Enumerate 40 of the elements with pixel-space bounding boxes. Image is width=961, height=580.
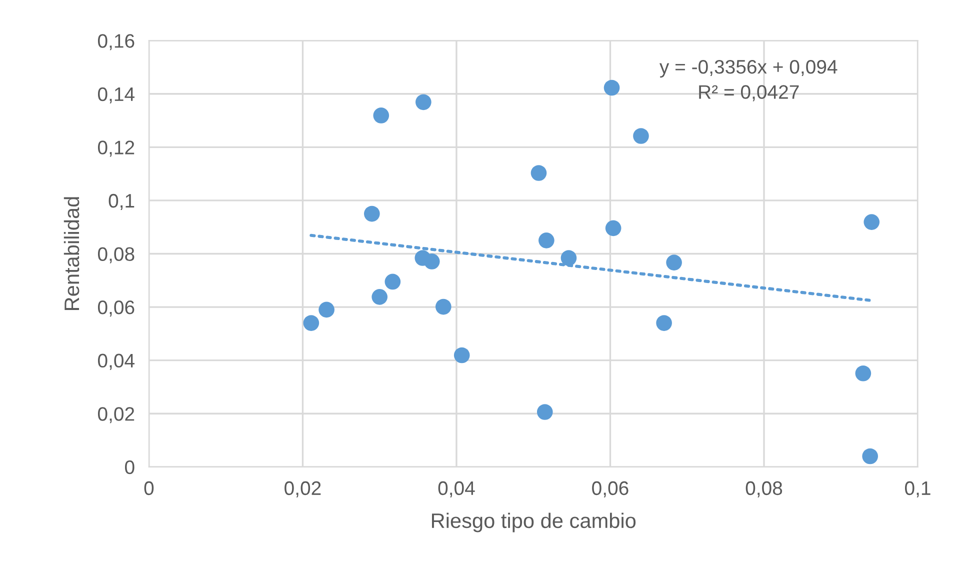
y-tick-label: 0 (125, 460, 134, 474)
x-tick-label: 0,1 (905, 481, 930, 498)
x-tick-label: 0,06 (592, 481, 628, 498)
point (384, 274, 401, 290)
y-tick-label: 0,08 (98, 247, 134, 264)
point (372, 288, 388, 305)
y-tick-label: 0,02 (98, 407, 134, 424)
point (416, 94, 432, 110)
x-tick-label: 0,08 (746, 481, 782, 498)
y-tick-label: 0,06 (98, 300, 134, 317)
point (454, 347, 470, 364)
point (633, 128, 649, 144)
y-tick-label: 0,16 (98, 34, 134, 50)
annotation: y = -0,3356x + 0,094 R² = 0,0427 (659, 60, 838, 102)
point (560, 250, 577, 266)
point (435, 298, 452, 315)
x-tick-label: 0 (144, 481, 154, 496)
y-tick-label: 0,04 (98, 354, 134, 370)
point (864, 214, 880, 230)
point (538, 232, 554, 248)
y-tick-label: 0,1 (108, 194, 134, 210)
y-tick-label: 0,12 (98, 140, 134, 157)
x-tick-label: 0,02 (284, 481, 321, 498)
y-tick-label: 0,14 (98, 87, 134, 104)
point (605, 220, 622, 236)
point (666, 254, 682, 270)
point (303, 315, 320, 331)
y-axis-title: Rentabilidad (64, 197, 80, 310)
x-axis-title: Riesgo tipo de cambio (432, 512, 636, 532)
point (862, 448, 878, 464)
point (855, 365, 872, 382)
point (373, 108, 390, 124)
point (604, 80, 620, 96)
point (318, 302, 334, 318)
point (424, 254, 440, 270)
x-tick-label: 0,04 (438, 481, 475, 498)
point (536, 404, 553, 420)
point (530, 165, 547, 181)
point (364, 206, 380, 222)
point (656, 315, 672, 331)
